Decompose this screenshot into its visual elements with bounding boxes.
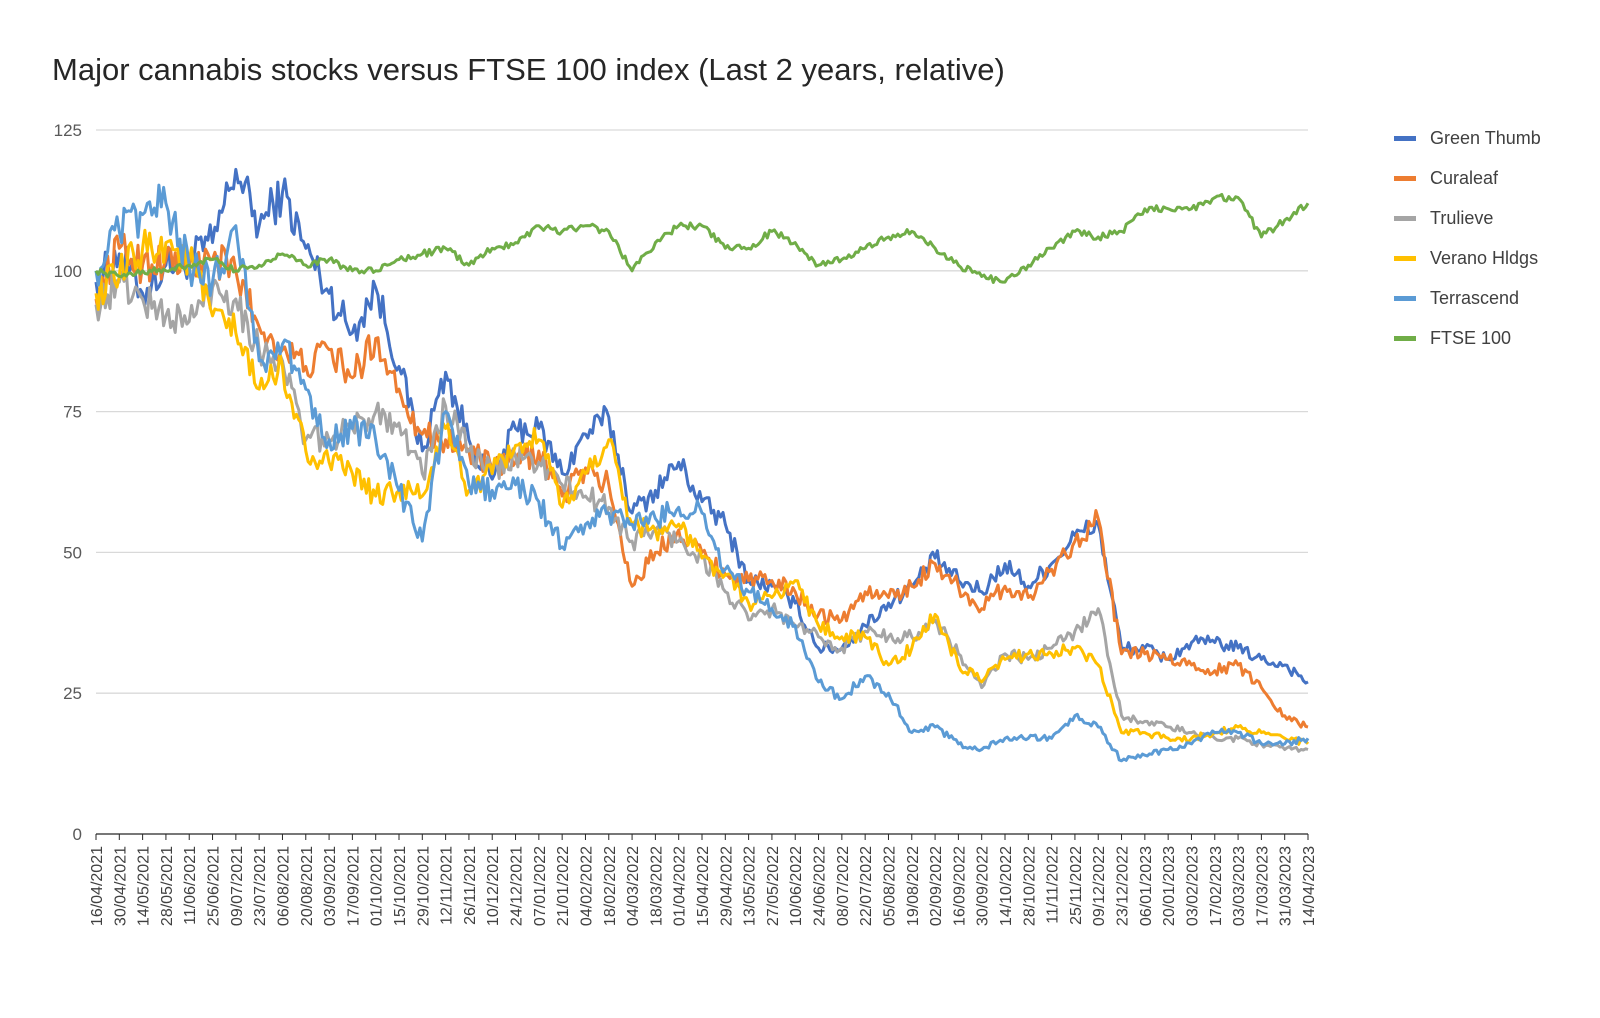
x-tick-label: 11/06/2021 [182,846,199,925]
series-line-curaleaf [94,232,1309,729]
x-tick-label: 28/05/2021 [159,846,176,926]
x-tick-label: 24/12/2021 [509,846,526,926]
x-tick-label: 17/03/2023 [1254,846,1271,926]
x-tick-label: 05/08/2022 [881,846,898,926]
x-tick-label: 06/01/2023 [1138,846,1155,926]
y-tick-label: 0 [73,825,82,844]
x-tick-label: 08/07/2022 [835,846,852,926]
x-tick-label: 30/04/2021 [112,846,129,926]
legend-swatch [1394,295,1416,301]
x-tick-label: 24/06/2022 [812,846,829,926]
legend-item-trulieve: Trulieve [1394,198,1541,238]
y-tick-label: 75 [63,403,82,422]
x-tick-label: 19/08/2022 [905,846,922,926]
x-tick-label: 02/09/2022 [928,846,945,926]
x-tick-label: 31/03/2023 [1278,846,1295,926]
x-tick-label: 09/07/2021 [229,846,246,926]
x-tick-label: 06/08/2021 [275,846,292,926]
x-tick-label: 15/04/2022 [695,846,712,926]
legend-swatch [1394,335,1416,341]
legend-item-ftse-100: FTSE 100 [1394,318,1541,358]
x-tick-label: 27/05/2022 [765,846,782,926]
x-tick-label: 20/01/2023 [1161,846,1178,926]
series-lines [94,167,1310,763]
x-tick-label: 25/11/2022 [1068,846,1085,925]
legend-label: Trulieve [1430,207,1494,228]
x-tick-label: 10/06/2022 [788,846,805,926]
legend: Green Thumb Curaleaf Trulieve Verano Hldgs T… [1394,118,1541,358]
legend-label: FTSE 100 [1430,327,1512,348]
x-tick-label: 26/11/2021 [462,846,479,925]
x-tick-label: 17/09/2021 [345,846,362,926]
x-tick-label: 14/05/2021 [136,846,153,926]
legend-swatch [1394,215,1416,221]
x-tick-label: 16/09/2022 [951,846,968,926]
chart-title: Major cannabis stocks versus FTSE 100 in… [52,52,1005,87]
series-line-terrascend [94,183,1310,763]
y-tick-label: 25 [63,684,82,703]
legend-item-green-thumb: Green Thumb [1394,118,1541,158]
series-line-ftse-100 [94,193,1310,284]
x-tick-label: 18/03/2022 [648,846,665,926]
legend-label: Curaleaf [1430,167,1499,188]
legend-item-terrascend: Terrascend [1394,278,1541,318]
x-tick-label: 13/05/2022 [742,846,759,926]
x-tick-label: 04/02/2022 [578,846,595,926]
x-tick-label: 03/09/2021 [322,846,339,926]
x-tick-label: 18/02/2022 [602,846,619,926]
x-tick-label: 17/02/2023 [1208,846,1225,926]
x-tick-label: 12/11/2021 [439,846,456,925]
x-tick-label: 03/02/2023 [1184,846,1201,926]
legend-swatch [1394,255,1416,261]
x-tick-label: 20/08/2021 [299,846,316,926]
x-tick-label: 11/11/2022 [1045,846,1062,924]
legend-label: Verano Hldgs [1430,247,1539,268]
y-tick-label: 50 [63,543,82,562]
x-tick-label: 28/10/2022 [1021,846,1038,926]
x-tick-label: 15/10/2021 [392,846,409,926]
x-tick-label: 29/10/2021 [415,846,432,926]
legend-label: Green Thumb [1430,127,1541,148]
x-tick-label: 01/10/2021 [369,846,386,926]
axes: 0 25 50 75 100 125 16/04/2021 30/04/2021 14/05/2… [54,121,1318,926]
x-tick-label: 14/10/2022 [998,846,1015,926]
x-tick-label: 23/07/2021 [252,846,269,926]
x-tick-label: 14/04/2023 [1301,846,1318,926]
y-tick-label: 125 [54,121,82,140]
x-tick-label: 10/12/2021 [485,846,502,926]
x-tick-label: 03/03/2023 [1231,846,1248,926]
x-tick-label: 04/03/2022 [625,846,642,926]
x-tick-label: 01/04/2022 [672,846,689,926]
x-tick-label: 07/01/2022 [532,846,549,926]
x-tick-label: 23/12/2022 [1115,846,1132,926]
x-tick-label: 21/01/2022 [555,846,572,926]
x-tick-label: 25/06/2021 [206,846,223,926]
legend-label: Terrascend [1430,287,1520,308]
x-tick-label: 09/12/2022 [1091,846,1108,926]
x-tick-label: 29/04/2022 [718,846,735,926]
gridlines [96,129,1308,694]
legend-swatch [1394,175,1416,181]
series-line-verano-hldgs [94,228,1310,746]
y-tick-label: 100 [54,262,82,281]
legend-item-curaleaf: Curaleaf [1394,158,1541,198]
x-tick-label: 30/09/2022 [975,846,992,926]
x-tick-label: 16/04/2021 [89,846,106,926]
legend-swatch [1394,135,1416,141]
series-line-green-thumb [94,167,1309,685]
x-tick-label: 22/07/2022 [858,846,875,926]
legend-item-verano-hldgs: Verano Hldgs [1394,238,1541,278]
